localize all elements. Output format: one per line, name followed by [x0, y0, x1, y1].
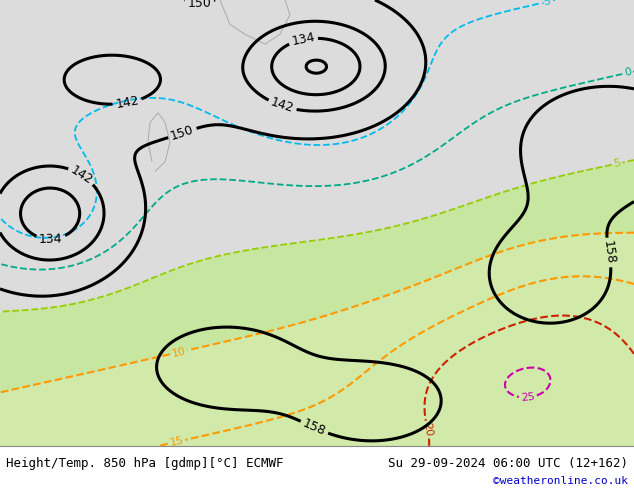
Text: ©weatheronline.co.uk: ©weatheronline.co.uk	[493, 476, 628, 486]
Text: 20: 20	[421, 422, 434, 438]
Text: 134: 134	[290, 31, 316, 48]
Text: 5: 5	[612, 158, 621, 169]
Text: 10: 10	[171, 346, 186, 359]
Text: 150: 150	[169, 123, 196, 143]
Text: -5: -5	[540, 0, 552, 8]
Text: 0: 0	[623, 67, 632, 78]
Text: 142: 142	[68, 163, 95, 187]
Text: 158: 158	[301, 417, 328, 439]
Text: 25: 25	[521, 392, 536, 403]
Text: 150: 150	[187, 0, 211, 10]
Text: 142: 142	[115, 94, 140, 111]
Text: Su 29-09-2024 06:00 UTC (12+162): Su 29-09-2024 06:00 UTC (12+162)	[387, 457, 628, 469]
Text: 134: 134	[39, 232, 63, 246]
Text: 15: 15	[169, 436, 184, 448]
Text: 158: 158	[601, 240, 618, 265]
Text: 142: 142	[269, 96, 295, 116]
Text: Height/Temp. 850 hPa [gdmp][°C] ECMWF: Height/Temp. 850 hPa [gdmp][°C] ECMWF	[6, 457, 284, 469]
